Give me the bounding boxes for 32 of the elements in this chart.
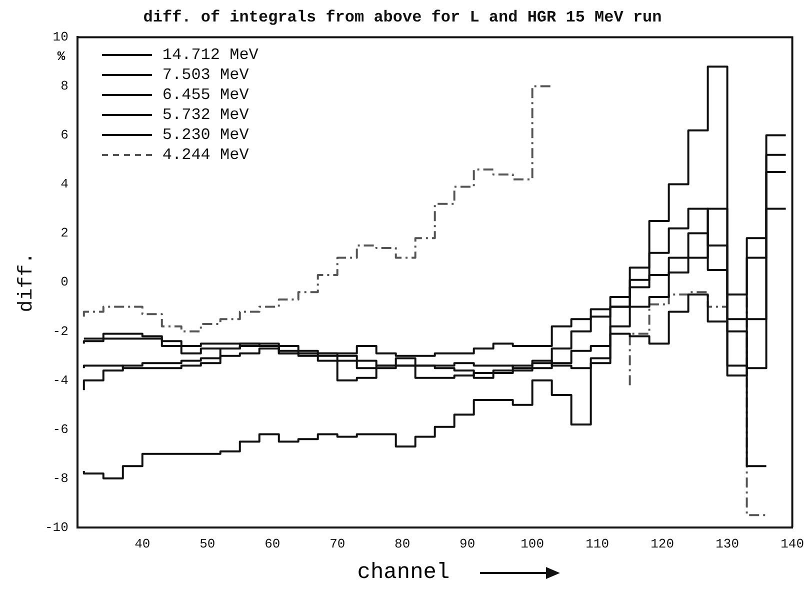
x-tick-label: 120: [650, 536, 674, 552]
legend-label: 14.712 MeV: [162, 45, 258, 66]
y-tick-label: 10: [52, 30, 68, 45]
y-tick-label: -6: [52, 422, 68, 437]
legend-label: 5.732 MeV: [162, 105, 249, 126]
legend-label: 6.455 MeV: [162, 85, 249, 106]
x-tick-label: 80: [394, 536, 410, 552]
x-tick-label: 140: [780, 536, 804, 552]
x-tick-label: 40: [134, 536, 150, 552]
y-tick-label: -8: [52, 470, 68, 486]
x-tick-label: 100: [520, 536, 544, 552]
y-tick-label: 6: [60, 128, 68, 143]
y-tick-label: 2: [60, 226, 68, 241]
x-axis-title: channel: [357, 560, 450, 585]
x-tick-label: 70: [330, 536, 346, 552]
legend-label: 7.503 MeV: [162, 65, 249, 86]
legend-label: 4.244 MeV: [162, 145, 249, 166]
x-tick-label: 60: [264, 536, 280, 552]
y-tick-label: -4: [52, 372, 69, 388]
legend-label: 5.230 MeV: [162, 125, 249, 146]
x-tick-label: 110: [586, 536, 610, 552]
x-tick-label: 90: [460, 536, 476, 552]
y-tick-label: -2: [52, 324, 68, 339]
x-tick-label: 50: [200, 536, 216, 552]
x-tick-label: 130: [716, 536, 740, 552]
y-tick-label: -10: [45, 520, 68, 535]
y-tick-label: 4: [60, 176, 69, 192]
chart-title: diff. of integrals from above for L and HGR 15 MeV run: [143, 8, 662, 27]
y-axis-title: diff.: [15, 252, 38, 312]
y-tick-label: 8: [60, 78, 68, 94]
y-tick-label: 0: [60, 274, 68, 290]
text: %: [57, 49, 66, 64]
